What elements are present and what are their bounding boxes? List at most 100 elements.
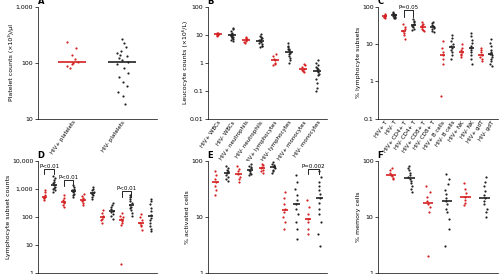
- Point: [300, 63, 308, 68]
- Point: [119, 80, 127, 84]
- Point: [486, 52, 494, 56]
- Point: [257, 32, 265, 36]
- Point: [228, 34, 235, 38]
- Point: [211, 169, 219, 174]
- Point: [316, 244, 324, 248]
- Point: [380, 15, 388, 20]
- Point: [68, 62, 76, 66]
- Point: [443, 202, 451, 206]
- Point: [120, 66, 128, 70]
- Point: [224, 171, 232, 176]
- Point: [408, 186, 416, 191]
- Point: [126, 206, 134, 211]
- Point: [408, 28, 416, 32]
- Point: [80, 191, 88, 196]
- Point: [466, 44, 474, 48]
- Point: [40, 190, 48, 195]
- Point: [381, 13, 389, 18]
- Point: [468, 38, 476, 42]
- Point: [212, 173, 220, 178]
- Point: [408, 16, 416, 21]
- Point: [440, 39, 448, 43]
- Point: [406, 172, 414, 177]
- Point: [118, 58, 126, 62]
- Point: [227, 28, 235, 33]
- Point: [98, 210, 106, 215]
- Point: [148, 209, 156, 213]
- Point: [442, 199, 450, 203]
- Point: [304, 227, 312, 231]
- Point: [70, 187, 78, 191]
- Point: [107, 210, 115, 215]
- Point: [117, 217, 125, 222]
- Point: [314, 73, 322, 78]
- Point: [116, 213, 124, 218]
- Point: [258, 162, 266, 166]
- Point: [247, 165, 255, 169]
- Point: [242, 39, 250, 43]
- Point: [438, 94, 446, 98]
- Point: [486, 57, 494, 61]
- Point: [391, 16, 399, 20]
- Point: [136, 222, 144, 227]
- Point: [444, 210, 452, 215]
- Point: [488, 53, 496, 58]
- Point: [419, 28, 427, 32]
- Point: [410, 19, 418, 23]
- Point: [292, 186, 300, 191]
- Point: [214, 31, 222, 35]
- Point: [116, 262, 124, 266]
- Point: [270, 62, 278, 66]
- Point: [298, 65, 306, 69]
- Point: [60, 196, 68, 200]
- Point: [122, 102, 130, 107]
- Point: [126, 195, 134, 199]
- Point: [78, 198, 86, 202]
- Point: [293, 227, 301, 231]
- Point: [293, 237, 301, 241]
- Point: [477, 45, 485, 50]
- Point: [408, 24, 416, 28]
- Text: P<0.01: P<0.01: [58, 175, 78, 180]
- Point: [409, 25, 417, 30]
- Point: [314, 63, 322, 68]
- Point: [227, 38, 235, 42]
- Y-axis label: % activated cells: % activated cells: [186, 190, 190, 244]
- Point: [487, 48, 495, 52]
- Point: [257, 169, 265, 173]
- Point: [50, 179, 58, 184]
- Point: [228, 33, 236, 38]
- Point: [224, 169, 232, 174]
- Point: [70, 191, 78, 196]
- Point: [448, 35, 456, 40]
- Point: [292, 206, 300, 211]
- Point: [245, 173, 253, 178]
- Point: [99, 213, 107, 218]
- Point: [256, 40, 264, 44]
- Point: [391, 13, 399, 18]
- Point: [79, 196, 87, 201]
- Point: [98, 215, 106, 219]
- Point: [256, 166, 264, 170]
- Point: [480, 192, 488, 197]
- Point: [213, 34, 221, 38]
- Point: [50, 184, 58, 189]
- Y-axis label: % memory cells: % memory cells: [356, 192, 360, 242]
- Point: [99, 207, 107, 212]
- Point: [112, 62, 120, 66]
- Point: [388, 166, 396, 170]
- Point: [314, 232, 322, 236]
- Point: [447, 39, 455, 43]
- Point: [487, 44, 495, 48]
- Point: [315, 188, 323, 192]
- Point: [236, 175, 244, 179]
- Point: [69, 182, 77, 187]
- Point: [482, 180, 490, 184]
- Point: [69, 195, 77, 199]
- Point: [478, 53, 486, 58]
- Point: [300, 70, 308, 75]
- Point: [227, 32, 235, 36]
- Text: P<0.01: P<0.01: [116, 186, 136, 191]
- Point: [90, 184, 98, 189]
- Point: [418, 20, 426, 25]
